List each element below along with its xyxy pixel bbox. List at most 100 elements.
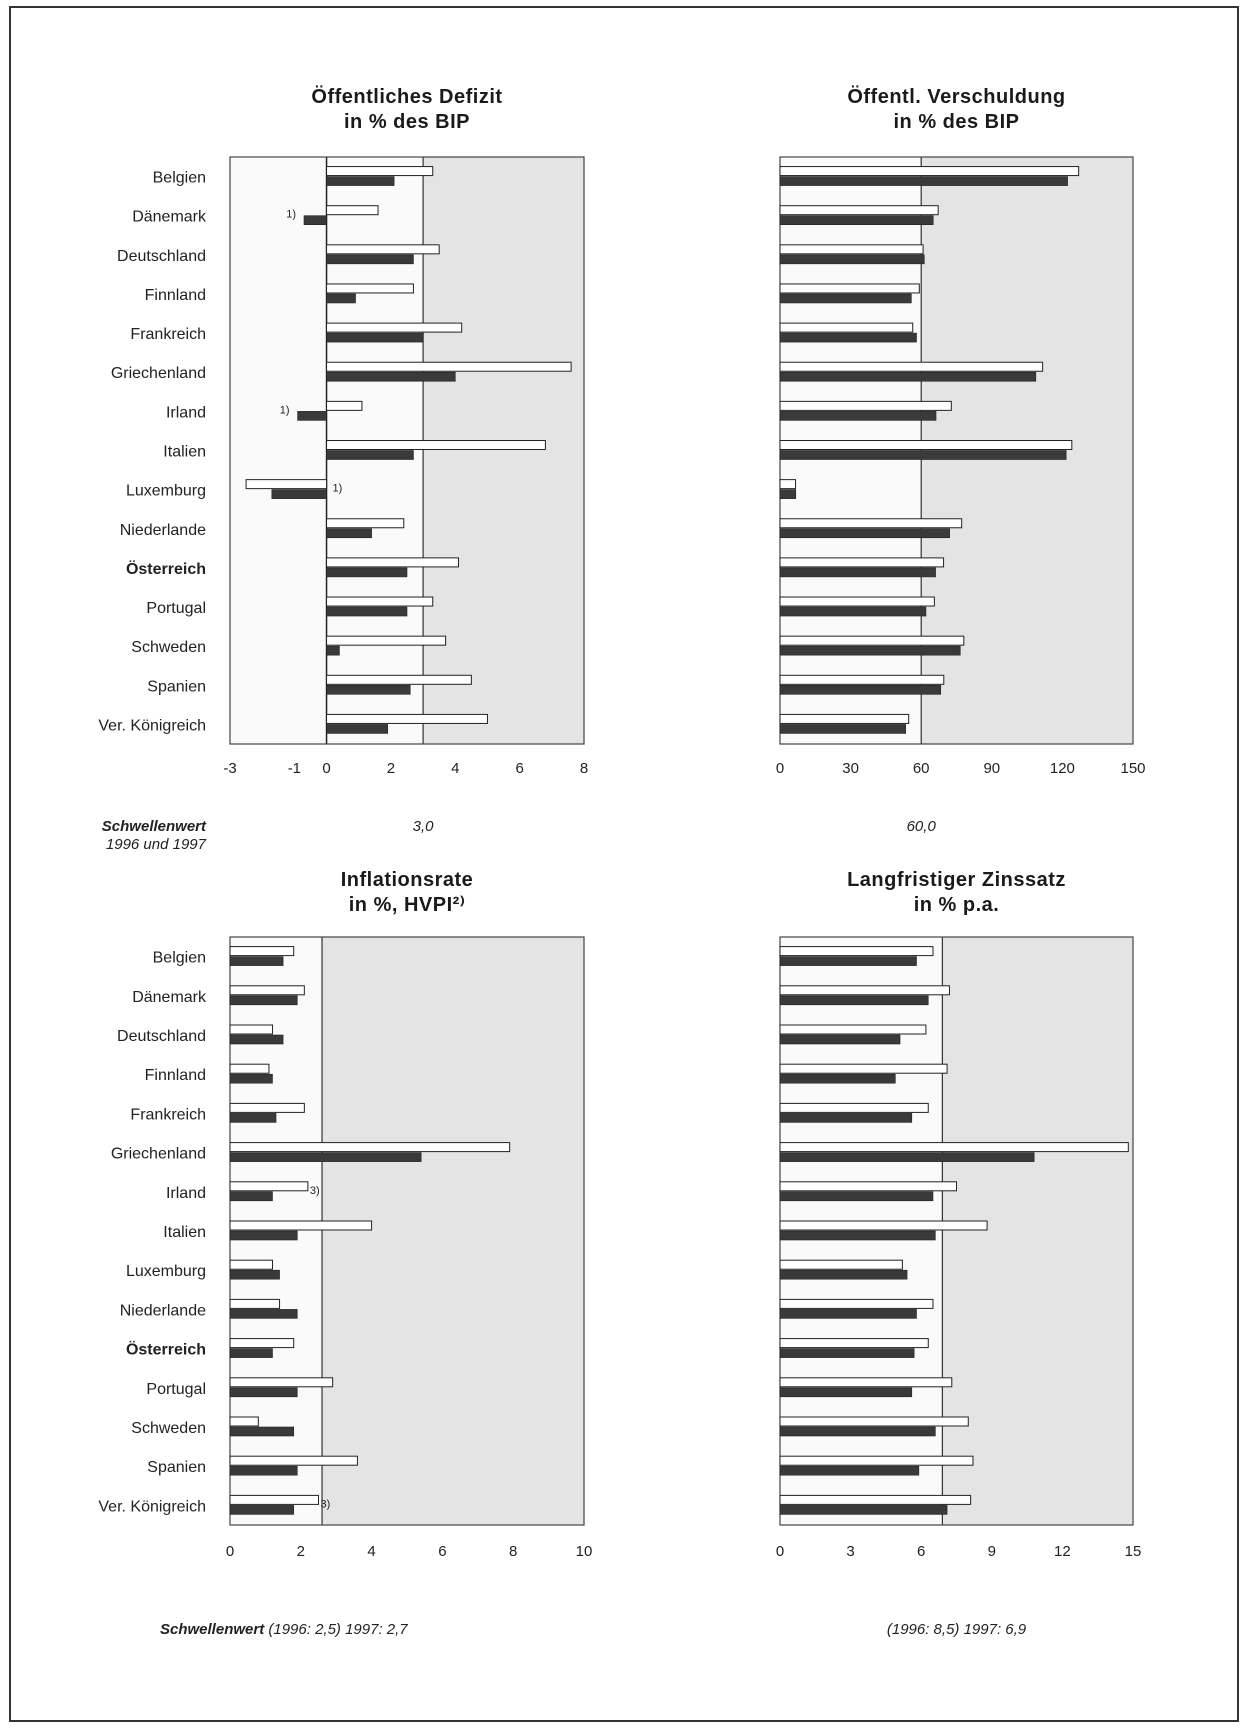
bar-1997: [229, 1034, 284, 1045]
chart-3: Inflationsrate in %, HVPI²⁾ Belgien Dänemar…: [98, 869, 592, 1638]
x-tick-label: 6: [515, 760, 523, 777]
bar-1997: [779, 371, 1037, 382]
category-label: Dänemark: [132, 989, 207, 1006]
category-label: Italien: [163, 444, 206, 461]
bar-1997: [779, 1191, 934, 1202]
bar-1997: [229, 1426, 295, 1437]
bar-1997: [779, 956, 917, 966]
x-tick-label: 3: [846, 1543, 854, 1560]
bar-1997: [779, 1034, 901, 1045]
x-tick-label: 0: [776, 760, 784, 777]
x-tick-label: 6: [438, 1543, 446, 1560]
category-label: Ver. Königreich: [98, 717, 206, 734]
bar-1997: [229, 1191, 273, 1202]
bar-1997: [779, 528, 950, 539]
bar-1996: [779, 440, 1073, 450]
bar-1997: [779, 995, 929, 1006]
bar-1997: [229, 1073, 273, 1084]
category-label: Italien: [163, 1224, 206, 1241]
chart-title: Öffentl. Verschuldung: [847, 85, 1065, 108]
category-label: Luxemburg: [126, 1263, 206, 1280]
bar-1996: [229, 985, 305, 996]
bar-1997: [779, 567, 936, 578]
bar-1996: [229, 1181, 309, 1192]
bar-1996: [779, 1024, 927, 1035]
bar-1997: [229, 995, 298, 1006]
category-label: Portugal: [146, 1381, 206, 1398]
category-label: Österreich: [126, 1340, 206, 1359]
bar-1996: [229, 1494, 319, 1505]
bar-1996: [779, 1063, 948, 1074]
threshold-shaded-region: [322, 937, 584, 1525]
bar-1997: [229, 1348, 273, 1358]
x-tick-label: 8: [580, 760, 588, 777]
bar-1997: [779, 293, 912, 304]
bar-1997: [326, 371, 456, 382]
bar-1996: [229, 1259, 273, 1270]
bar-1997: [271, 489, 327, 499]
category-label: Frankreich: [130, 1106, 206, 1123]
bar-1997: [779, 684, 942, 695]
bar-1996: [779, 479, 797, 490]
threshold-label: (1996: 8,5) 1997: 6,9: [887, 1621, 1027, 1638]
bar-1997: [229, 1309, 298, 1319]
bar-1997: [779, 1309, 917, 1319]
category-label: Griechenland: [111, 365, 206, 382]
threshold-shaded-region: [423, 157, 584, 744]
bar-1997: [326, 332, 424, 343]
bar-1996: [229, 1063, 270, 1074]
x-tick-label: 6: [917, 1543, 925, 1560]
category-label: Schweden: [131, 1420, 206, 1437]
x-tick-label: 4: [367, 1543, 375, 1560]
schwellenwert-label: Schwellenwert: [102, 818, 207, 835]
bar-1997: [229, 1387, 298, 1398]
bar-1996: [326, 635, 447, 646]
footnote-marker: 3): [321, 1498, 331, 1510]
bar-1996: [229, 1455, 358, 1466]
bar-1996: [779, 713, 910, 724]
x-tick-label: 10: [576, 1543, 593, 1560]
bar-1996: [229, 946, 295, 957]
bar-1997: [779, 1269, 908, 1280]
bar-1996: [779, 1455, 974, 1466]
bar-1996: [779, 166, 1080, 177]
bar-1997: [326, 293, 356, 304]
x-tick-label: -1: [288, 760, 301, 777]
bar-1997: [779, 176, 1068, 186]
plot-frame: [229, 156, 585, 745]
x-tick-label: -3: [223, 760, 236, 777]
bar-1996: [326, 440, 546, 450]
bar-1997: [779, 724, 906, 734]
chart-title: Langfristiger Zinssatz: [847, 869, 1066, 891]
bar-1996: [326, 400, 363, 411]
chart-title: in % des BIP: [893, 111, 1019, 133]
bar-1997: [229, 1230, 298, 1241]
bar-1996: [245, 479, 328, 490]
chart-1: Öffentliches Defizit in % des BIP Belgien D…: [98, 85, 588, 835]
bar-1996: [779, 1259, 903, 1270]
chart-title: in %, HVPI²⁾: [349, 894, 465, 916]
bar-1996: [229, 1142, 511, 1153]
bar-1997: [779, 645, 961, 656]
x-tick-label: 12: [1054, 1543, 1071, 1560]
chart-2: Öffentl. Verschuldung in % des BIP 0 30 60 90…: [776, 85, 1146, 835]
bar-1996: [326, 518, 405, 529]
bar-1996: [779, 946, 934, 957]
threshold-shaded-region: [942, 937, 1133, 1525]
bar-1997: [779, 332, 917, 343]
bar-1996: [779, 205, 939, 216]
category-label: Niederlande: [120, 522, 206, 539]
x-tick-label: 90: [983, 760, 1000, 777]
bar-1997: [326, 684, 411, 695]
bar-1997: [229, 1505, 295, 1515]
bar-1996: [779, 518, 963, 529]
bar-1997: [229, 1269, 280, 1280]
x-tick-label: 2: [297, 1543, 305, 1560]
bar-1997: [779, 1426, 936, 1437]
bar-1997: [229, 956, 284, 966]
threshold-label: 3,0: [413, 818, 435, 835]
bar-1996: [229, 1024, 273, 1035]
bar-1997: [229, 1152, 422, 1162]
bar-1996: [779, 1220, 988, 1231]
bar-1996: [326, 713, 488, 724]
